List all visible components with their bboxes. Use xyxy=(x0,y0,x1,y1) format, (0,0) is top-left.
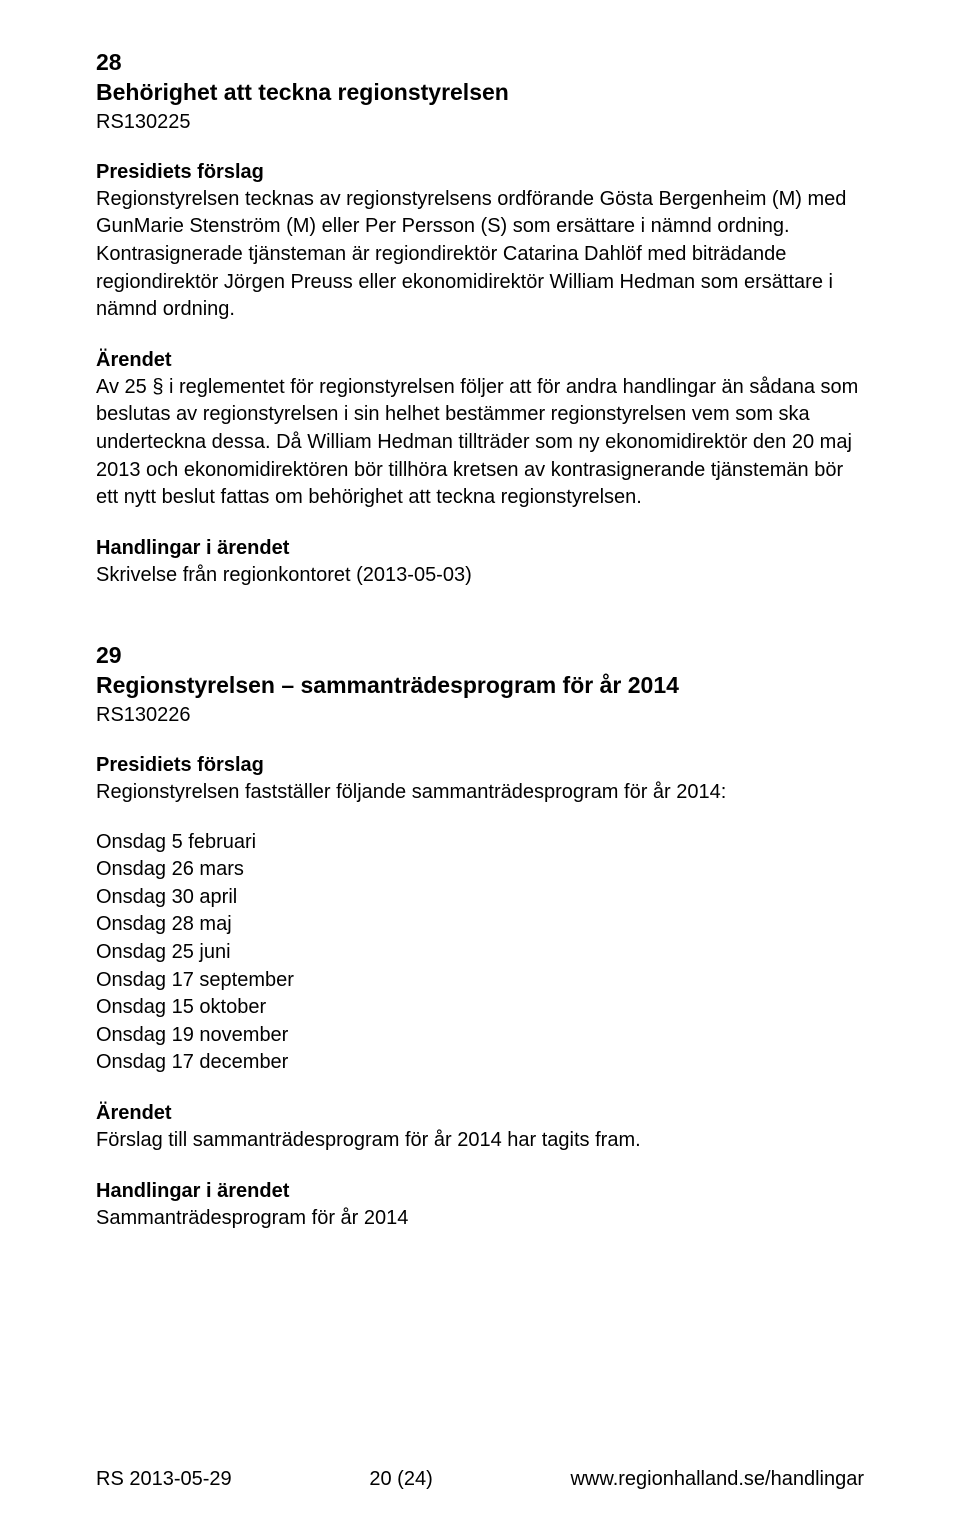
list-item: Onsdag 15 oktober xyxy=(96,994,864,1022)
footer-page-number: 20 (24) xyxy=(369,1468,432,1491)
list-item: Onsdag 26 mars xyxy=(96,856,864,884)
subheading-arendet-29: Ärendet xyxy=(96,1099,864,1127)
section-ref-28: RS130225 xyxy=(96,108,864,136)
para-arendet-29: Förslag till sammanträdesprogram för år … xyxy=(96,1127,864,1155)
para-arendet-28: Av 25 § i reglementet för regionstyrelse… xyxy=(96,374,864,512)
subheading-presidiets-29: Presidiets förslag xyxy=(96,751,864,779)
section-number-29: 29 xyxy=(96,641,864,671)
para-handlingar-28: Skrivelse från regionkontoret (2013-05-0… xyxy=(96,562,864,590)
subheading-handlingar-28: Handlingar i ärendet xyxy=(96,534,864,562)
list-item: Onsdag 30 april xyxy=(96,884,864,912)
list-item: Onsdag 25 juni xyxy=(96,939,864,967)
subheading-arendet-28: Ärendet xyxy=(96,346,864,374)
section-title-29: Regionstyrelsen – sammanträdesprogram fö… xyxy=(96,671,864,701)
list-item: Onsdag 28 maj xyxy=(96,911,864,939)
section-ref-29: RS130226 xyxy=(96,701,864,729)
date-list: Onsdag 5 februari Onsdag 26 mars Onsdag … xyxy=(96,829,864,1077)
para-handlingar-29: Sammanträdesprogram för år 2014 xyxy=(96,1205,864,1233)
para-presidiets-28: Regionstyrelsen tecknas av regionstyrels… xyxy=(96,186,864,324)
page-footer: RS 2013-05-29 20 (24) www.regionhalland.… xyxy=(96,1468,864,1491)
section-gap xyxy=(96,589,864,641)
section-number-28: 28 xyxy=(96,48,864,78)
para-presidiets-29: Regionstyrelsen fastställer följande sam… xyxy=(96,779,864,807)
footer-left: RS 2013-05-29 xyxy=(96,1468,232,1491)
list-item: Onsdag 17 december xyxy=(96,1049,864,1077)
subheading-presidiets-28: Presidiets förslag xyxy=(96,158,864,186)
document-page: 28 Behörighet att teckna regionstyrelsen… xyxy=(0,0,960,1529)
list-item: Onsdag 19 november xyxy=(96,1022,864,1050)
footer-url: www.regionhalland.se/handlingar xyxy=(570,1468,864,1491)
section-title-28: Behörighet att teckna regionstyrelsen xyxy=(96,78,864,108)
subheading-handlingar-29: Handlingar i ärendet xyxy=(96,1177,864,1205)
list-item: Onsdag 5 februari xyxy=(96,829,864,857)
list-item: Onsdag 17 september xyxy=(96,967,864,995)
